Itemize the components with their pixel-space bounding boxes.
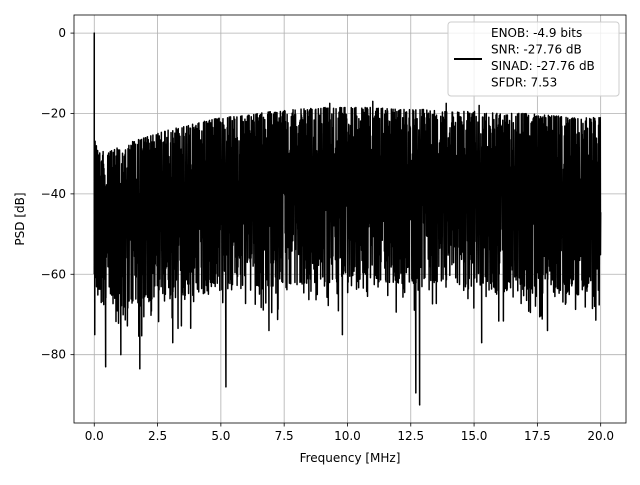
psd-spur-point (478, 104, 480, 107)
psd-peak-point (415, 392, 417, 394)
y-tick-label: −40 (41, 187, 66, 201)
x-tick-label: 10.0 (334, 429, 361, 443)
x-tick-label: 7.5 (275, 429, 294, 443)
y-axis-label: PSD [dB] (13, 192, 27, 245)
psd-peak-point (94, 333, 96, 336)
x-tick-label: 5.0 (211, 429, 230, 443)
psd-trace (93, 32, 602, 406)
psd-peak-point (172, 342, 174, 344)
axis-ticks: 0.0 2.5 5.0 7.5 10.0 12.5 15.0 17.5 20.0 0 −20 −40 −… (41, 26, 614, 443)
x-tick-label: 12.5 (397, 429, 424, 443)
y-tick-label: 0 (58, 26, 66, 40)
legend-enob: ENOB: -4.9 bits (491, 26, 582, 40)
psd-peak-point (139, 368, 141, 370)
y-tick-label: −80 (41, 348, 66, 362)
x-tick-label: 20.0 (587, 429, 614, 443)
psd-spur-point (329, 102, 331, 105)
y-tick-label: −20 (41, 106, 66, 120)
psd-peak-point (546, 329, 549, 332)
y-tick-label: −60 (41, 267, 66, 281)
psd-series-line (93, 32, 602, 406)
x-tick-label: 0.0 (85, 429, 104, 443)
legend-snr: SNR: -27.76 dB (491, 43, 582, 57)
legend-box (447, 21, 620, 97)
x-tick-label: 17.5 (524, 429, 551, 443)
psd-spur-point (445, 102, 447, 105)
psd-peak-point (120, 354, 122, 356)
psd-peak-point (481, 342, 483, 344)
x-tick-label: 2.5 (148, 429, 167, 443)
psd-peak-point (341, 333, 344, 336)
psd-peak-point (225, 386, 227, 388)
legend-sinad: SINAD: -27.76 dB (491, 59, 595, 73)
legend-sfdr: SFDR: 7.53 (491, 76, 557, 90)
x-axis-label: Frequency [MHz] (300, 451, 401, 465)
axes-frame (73, 14, 627, 424)
legend: ENOB: -4.9 bits SNR: -27.76 dB SINAD: -2… (447, 21, 620, 97)
psd-peak-point (419, 404, 421, 406)
psd-peak-point (105, 366, 107, 368)
psd-peak-point (93, 32, 95, 34)
psd-spur-point (372, 100, 374, 103)
x-tick-label: 15.0 (461, 429, 488, 443)
psd-peak-point (268, 329, 270, 332)
